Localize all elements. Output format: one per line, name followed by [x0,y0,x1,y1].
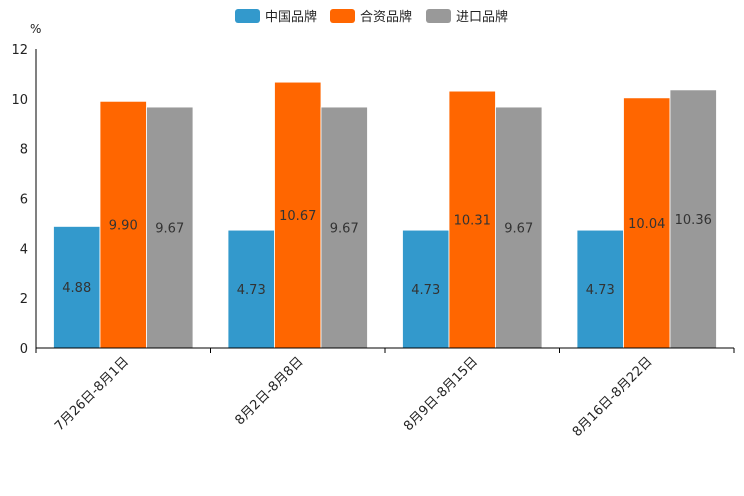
bar-value-label: 10.36 [675,213,712,228]
bar-value-label: 10.67 [279,209,316,224]
legend-item: 进口品牌 [426,9,508,25]
legend: 中国品牌 合资品牌 进口品牌 [235,9,508,25]
legend-label: 中国品牌 [265,9,317,25]
y-tick-label: 12 [11,43,28,58]
bar-value-label: 9.67 [330,222,359,237]
bar-value-label: 9.67 [155,222,184,237]
bars: 4.88 9.90 9.67 4.73 10.67 9.67 4.73 10.31 9.67 4.… [53,81,717,349]
y-tick-label: 10 [11,93,28,108]
legend-swatch [330,9,355,23]
legend-label: 合资品牌 [360,9,412,25]
x-category-label: 7月26日-8月1日 [52,354,132,434]
bar-value-label: 4.73 [237,283,266,298]
y-tick-label: 2 [20,292,28,307]
y-tick-label: 0 [20,342,28,357]
x-category-label: 8月2日-8月8日 [232,354,306,428]
legend-swatch [426,9,451,23]
y-tick-label: 6 [20,193,28,208]
bar-value-label: 9.90 [109,219,138,234]
legend-swatch [235,9,260,23]
bar-value-label: 4.73 [411,283,440,298]
bar-value-label: 4.73 [586,283,615,298]
x-axis: 7月26日-8月1日 8月2日-8月8日 8月9日-8月15日 8月16日-8月22日 [35,347,735,440]
bar-value-label: 4.88 [62,281,91,296]
x-category-label: 8月9日-8月15日 [401,354,481,434]
bar-3-2 [320,106,368,349]
legend-label: 进口品牌 [456,9,508,25]
bar-3-4 [669,89,717,349]
y-axis-unit: % [30,22,41,36]
bar-value-label: 10.31 [454,214,491,229]
bar-3-3 [495,106,543,349]
legend-item: 合资品牌 [330,9,412,25]
bar-2-1 [99,100,147,349]
bar-2-3 [448,90,496,349]
y-tick-label: 8 [20,143,28,158]
bar-value-label: 9.67 [504,222,533,237]
y-axis: 0 2 4 6 8 10 12 [11,43,37,357]
legend-item: 中国品牌 [235,9,317,25]
bar-2-4 [623,97,671,349]
x-category-label: 8月16日-8月22日 [570,354,656,440]
bar-1-4 [576,229,624,349]
y-tick-label: 4 [20,242,28,257]
bar-value-label: 10.04 [628,217,665,232]
